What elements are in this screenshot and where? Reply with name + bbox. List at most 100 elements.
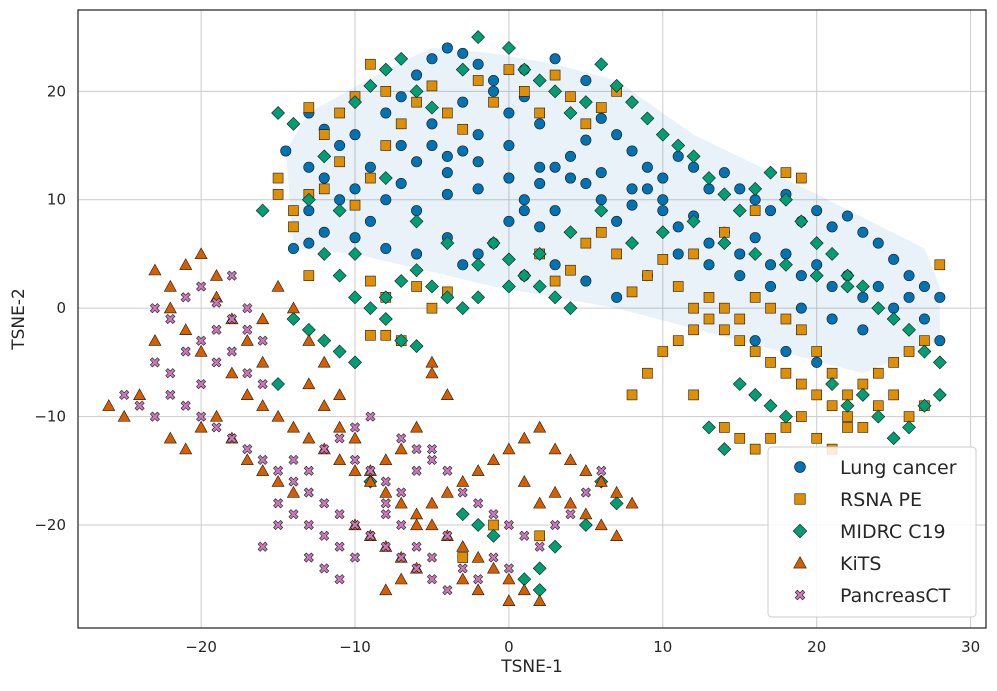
- data-point: [457, 145, 469, 157]
- data-point: [473, 574, 484, 585]
- data-point: [548, 485, 562, 498]
- data-point: [303, 552, 314, 563]
- data-point: [548, 442, 562, 455]
- data-point: [549, 161, 561, 173]
- data-point: [363, 301, 378, 316]
- data-point: [163, 431, 177, 444]
- data-point: [888, 357, 899, 368]
- data-point: [625, 496, 639, 509]
- data-point: [734, 270, 746, 282]
- data-point: [672, 248, 684, 260]
- data-point: [488, 509, 499, 520]
- data-point: [672, 281, 684, 292]
- data-point: [717, 187, 732, 202]
- data-point: [303, 205, 315, 217]
- data-point: [457, 96, 469, 108]
- data-point: [180, 346, 191, 357]
- data-point: [686, 214, 701, 229]
- data-point: [579, 507, 593, 520]
- data-point: [426, 444, 438, 455]
- data-point: [532, 73, 547, 88]
- data-point: [440, 485, 454, 498]
- data-point: [194, 247, 208, 260]
- data-point: [517, 583, 531, 596]
- axis-ticks: −20 −10 0 10 20 30 −20 −10 0 10 20: [34, 82, 980, 656]
- series-rsna-pe: [272, 58, 946, 563]
- data-point: [425, 518, 439, 531]
- data-point: [855, 387, 870, 402]
- data-point: [349, 422, 361, 433]
- data-point: [734, 432, 746, 444]
- legend-box: [767, 446, 977, 618]
- data-point: [809, 236, 824, 251]
- data-points: [102, 30, 947, 606]
- data-point: [179, 442, 193, 455]
- data-point: [811, 205, 823, 217]
- data-point: [503, 140, 515, 152]
- data-point: [533, 594, 547, 606]
- data-point: [780, 167, 792, 178]
- data-point: [487, 561, 501, 574]
- data-point: [117, 409, 131, 422]
- data-point: [148, 334, 162, 346]
- data-point: [702, 171, 716, 185]
- data-point: [919, 335, 930, 346]
- data-point: [302, 377, 316, 390]
- data-point: [779, 257, 793, 272]
- data-point: [364, 161, 376, 173]
- data-point: [365, 172, 376, 184]
- y-axis-label: TSNE-2: [9, 288, 29, 351]
- data-point: [503, 64, 515, 75]
- data-point: [488, 519, 499, 531]
- data-point: [657, 172, 669, 184]
- data-point: [749, 194, 761, 206]
- data-point: [411, 541, 422, 552]
- data-point: [240, 388, 254, 400]
- data-point: [317, 399, 331, 411]
- data-point: [456, 572, 470, 585]
- data-point: [580, 118, 592, 130]
- data-point: [886, 431, 901, 446]
- data-point: [456, 475, 470, 487]
- data-point: [349, 199, 361, 211]
- data-point: [534, 177, 546, 189]
- data-point: [440, 290, 455, 305]
- data-point: [488, 552, 499, 563]
- x-tick-label: 20: [807, 638, 826, 656]
- data-point: [765, 259, 777, 271]
- data-point: [888, 389, 899, 401]
- data-point: [549, 275, 561, 287]
- data-point: [903, 411, 915, 422]
- data-point: [579, 464, 593, 476]
- y-tick-label: 0: [56, 299, 66, 317]
- data-point: [688, 161, 700, 173]
- data-point: [286, 485, 300, 498]
- data-point: [394, 274, 409, 288]
- data-point: [409, 84, 424, 99]
- data-point: [148, 263, 162, 276]
- data-point: [749, 292, 761, 303]
- legend-item: Lung cancer: [794, 457, 957, 479]
- data-point: [319, 498, 330, 509]
- data-point: [256, 355, 270, 368]
- data-point: [288, 454, 299, 465]
- data-point: [149, 303, 160, 314]
- data-point: [332, 268, 347, 283]
- data-point: [395, 118, 407, 130]
- data-point: [671, 138, 686, 153]
- data-point: [378, 171, 393, 185]
- data-point: [441, 167, 453, 179]
- data-point: [149, 357, 160, 368]
- data-point: [486, 528, 501, 543]
- data-point: [317, 333, 332, 348]
- data-point: [532, 561, 547, 576]
- data-point: [719, 302, 730, 314]
- data-point: [734, 248, 746, 260]
- data-point: [163, 279, 177, 292]
- data-point: [426, 552, 438, 563]
- data-point: [563, 225, 578, 240]
- data-point: [826, 313, 838, 325]
- data-point: [734, 335, 746, 346]
- data-point: [409, 263, 424, 278]
